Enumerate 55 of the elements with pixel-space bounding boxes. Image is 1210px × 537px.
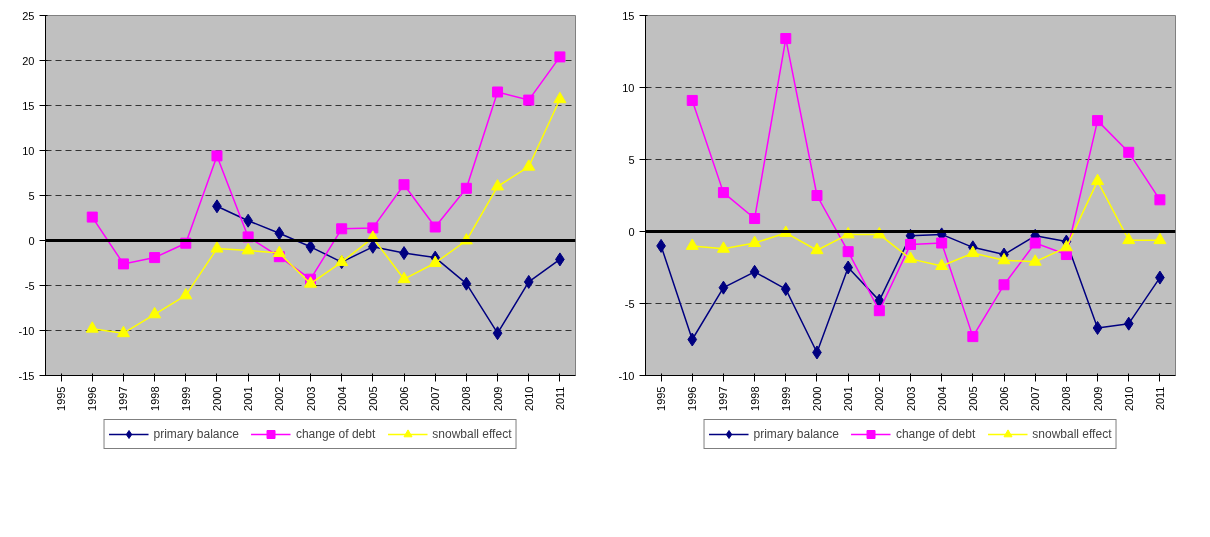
x-tick-label: 1997 bbox=[717, 386, 730, 411]
x-tick-label: 2003 bbox=[304, 386, 317, 411]
x-tick-label: 1995 bbox=[55, 386, 68, 411]
x-tick-label: 2005 bbox=[366, 386, 379, 411]
x-tick-label: 2006 bbox=[398, 386, 411, 411]
x-tick-label: 2011 bbox=[1153, 386, 1166, 411]
x-tick-label: 2008 bbox=[1060, 386, 1073, 411]
x-tick-label: 2003 bbox=[904, 386, 917, 411]
x-tick-label: 1998 bbox=[748, 386, 761, 411]
x-tick-label: 2000 bbox=[210, 386, 223, 411]
y-tick-label: -10 bbox=[618, 369, 635, 382]
y-tick-label: 5 bbox=[628, 153, 635, 166]
x-tick-label: 1996 bbox=[86, 386, 99, 411]
y-tick-label: 0 bbox=[628, 225, 635, 238]
x-tick-label: 1999 bbox=[179, 386, 192, 411]
x-tick-label: 2002 bbox=[273, 386, 286, 411]
y-tick-label: 0 bbox=[28, 234, 35, 247]
x-tick-label: 2006 bbox=[998, 386, 1011, 411]
y-tick-label: 15 bbox=[22, 99, 35, 112]
x-tick-label: 2000 bbox=[810, 386, 823, 411]
x-tick-label: 2010 bbox=[522, 386, 535, 411]
x-tick-label: 2005 bbox=[966, 386, 979, 411]
x-tick-label: 2007 bbox=[1029, 386, 1042, 411]
y-tick-label: -10 bbox=[18, 324, 35, 337]
x-tick-label: 2010 bbox=[1122, 386, 1135, 411]
x-tick-label: 2007 bbox=[429, 386, 442, 411]
legend-label: snowball effect bbox=[432, 427, 512, 441]
x-tick-label: 2001 bbox=[242, 386, 255, 411]
x-tick-label: 2009 bbox=[491, 386, 504, 411]
x-tick-label: 2008 bbox=[460, 386, 473, 411]
x-tick-label: 1995 bbox=[655, 386, 668, 411]
y-tick-label: 15 bbox=[622, 9, 635, 22]
legend-label: snowball effect bbox=[1032, 427, 1112, 441]
legend-label: change of debt bbox=[295, 427, 376, 441]
x-tick-label: 2011 bbox=[553, 386, 566, 411]
y-tick-label: 20 bbox=[22, 54, 35, 67]
y-tick-label: -5 bbox=[24, 279, 35, 292]
legend-label: primary balance bbox=[753, 427, 839, 441]
y-tick-label: -15 bbox=[18, 369, 35, 382]
y-tick-label: 5 bbox=[28, 189, 35, 202]
x-tick-label: 2009 bbox=[1091, 386, 1104, 411]
legend-label: primary balance bbox=[153, 427, 239, 441]
y-tick-label: 25 bbox=[22, 9, 35, 22]
legend-label: change of debt bbox=[895, 427, 976, 441]
x-tick-label: 2002 bbox=[873, 386, 886, 411]
x-tick-label: 1997 bbox=[117, 386, 130, 411]
x-tick-label: 1999 bbox=[779, 386, 792, 411]
x-tick-label: 2001 bbox=[842, 386, 855, 411]
y-tick-label: -5 bbox=[624, 297, 635, 310]
x-tick-label: 1996 bbox=[686, 386, 699, 411]
y-tick-label: 10 bbox=[22, 144, 35, 157]
x-tick-label: 1998 bbox=[148, 386, 161, 411]
x-tick-label: 2004 bbox=[935, 386, 948, 411]
y-tick-label: 10 bbox=[622, 81, 635, 94]
x-tick-label: 2004 bbox=[335, 386, 348, 411]
